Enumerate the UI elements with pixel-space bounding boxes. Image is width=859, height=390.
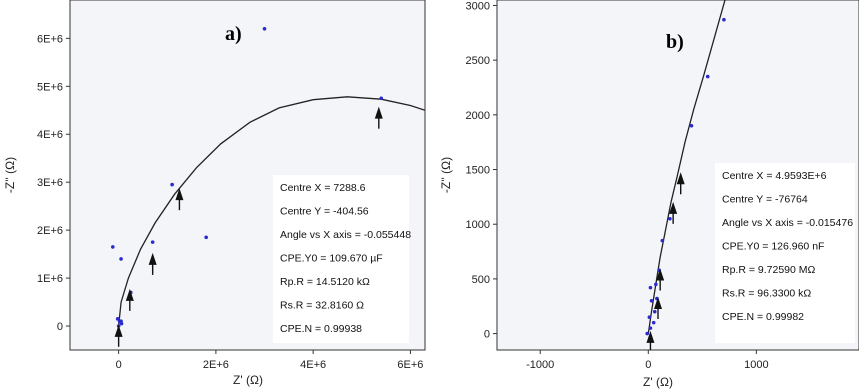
fit-parameter-text: Centre Y = -404.56 [280,206,369,218]
x-axis-label: Z' (Ω) [233,373,263,387]
fit-parameter-text: Rp.R = 14.5120 kΩ [280,276,370,288]
fit-parameter-text: CPE.Y0 = 126.960 nF [722,241,824,253]
arrow-marker [374,106,383,129]
x-axis-label: Z' (Ω) [643,375,673,389]
x-tick-label: -1000 [526,359,554,371]
y-tick-label: 1E+6 [37,273,63,285]
arrow-head [676,172,685,185]
arrow-head [656,268,665,281]
arrow-head [175,188,184,201]
arrow-head [669,201,678,214]
y-tick-label: 3E+6 [37,177,63,189]
arrow-head [654,296,663,309]
arrow-head [125,288,134,301]
fit-parameter-text: Rs.R = 96.3300 kΩ [722,288,811,300]
arrow-marker [669,201,678,224]
panel-label: a) [225,23,242,45]
arrow-marker [676,172,685,195]
fit-parameter-text: CPE.N = 0.99982 [722,311,804,323]
fit-parameter-text: Centre Y = -76764 [722,194,808,206]
arrow-head [646,330,655,343]
y-tick-label: 0 [484,329,490,341]
x-tick-label: 0 [645,359,651,371]
panel-label: b) [666,31,684,53]
data-point [119,321,124,326]
y-tick-label: 6E+6 [37,33,63,45]
chart-b-svg: 0 500 1000 1500 2000 2500 3000 -1000 0 1000 Z' (Ω)… [440,0,859,389]
fit-curve [647,0,726,334]
fit-parameter-text: Rp.R = 9.72590 MΩ [722,264,816,276]
data-point [645,331,650,336]
y-tick-label: 3000 [466,0,490,12]
arrow-marker [656,268,665,291]
fit-parameter-text: Rs.R = 32.8160 Ω [280,300,364,312]
fit-parameter-text: CPE.Y0 = 109.670 µF [280,253,383,265]
fit-parameter-text: Angle vs X axis = -0.015476 [722,217,853,229]
plot-frame [496,0,859,351]
data-point [722,17,726,22]
fit-parameter-text: Centre X = 7288.6 [280,182,366,194]
plot-frame [69,0,426,351]
data-point [262,26,267,31]
y-tick-label: 2E+6 [37,225,63,237]
data-point [115,317,120,321]
plot-content [110,26,425,347]
y-tick-label: 1500 [466,165,490,177]
arrow-head [374,106,383,119]
data-point [379,96,384,101]
data-point [648,326,653,330]
chart-panel-b: 0 500 1000 1500 2000 2500 3000 -1000 0 1000 Z' (Ω)… [440,0,859,390]
data-point [119,257,123,261]
data-point [110,245,115,249]
y-tick-label: 0 [57,321,63,333]
data-point [204,235,208,240]
data-point [705,74,710,79]
fit-parameter-text: Centre X = 4.9593E+6 [722,170,827,182]
arrow-marker [114,324,123,347]
y-tick-label: 2000 [466,110,490,122]
data-point [648,285,653,290]
y-tick-label: 500 [472,274,490,286]
data-point [668,216,672,221]
chart-panel-a: 0 1E+6 2E+6 3E+6 4E+6 5E+6 6E+6 0 2E+6 4E+6 6E+6 Z'… [3,0,426,387]
arrow-head [114,324,123,337]
fit-parameter-box [715,163,855,343]
data-point [647,315,652,319]
chart-a-svg: 0 1E+6 2E+6 3E+6 4E+6 5E+6 6E+6 0 2E+6 4E+6 6E+6 Z'… [3,0,426,387]
data-point [654,282,658,287]
data-point [689,123,694,128]
arrow-marker [646,330,655,350]
data-point [170,182,174,187]
y-tick-label: 2500 [466,55,490,67]
arrow-marker [125,288,134,311]
x-tick-label: 4E+6 [300,359,326,371]
fit-parameter-text: CPE.N = 0.99938 [280,323,362,335]
y-tick-label: 5E+6 [37,81,63,93]
x-tick-label: 0 [116,359,122,371]
data-point [150,240,155,244]
y-axis-label: -Z'' (Ω) [3,157,17,193]
arrow-head [148,252,157,265]
x-tick-label: 6E+6 [397,359,423,371]
y-tick-label: 1000 [466,219,490,231]
plot-content [645,0,726,350]
y-axis-label: -Z'' (Ω) [440,157,453,193]
arrow-marker [148,252,157,275]
arrow-marker [175,188,184,211]
fit-curve [117,96,425,327]
x-tick-label: 2E+6 [203,359,229,371]
data-point [660,238,665,243]
x-tick-label: 1000 [744,359,768,371]
data-point [651,320,656,325]
data-point [649,298,654,303]
fit-parameter-text: Angle vs X axis = -0.055448 [280,229,411,241]
y-tick-label: 4E+6 [37,129,63,141]
arrow-marker [654,296,663,319]
data-point [652,309,657,314]
fit-parameter-box [273,175,409,343]
